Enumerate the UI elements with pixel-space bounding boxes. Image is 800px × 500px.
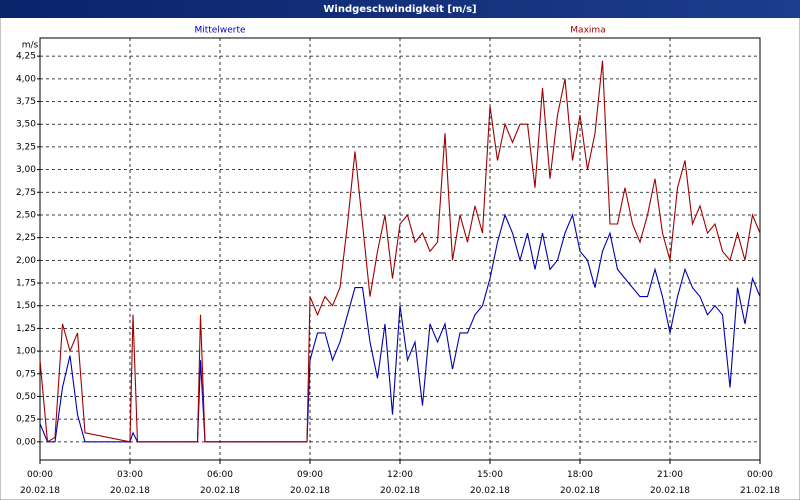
x-tick-label: 00:00 21.02.18	[740, 470, 780, 496]
y-tick-label: 2,25	[16, 233, 36, 243]
y-tick-label: 3,00	[16, 165, 36, 175]
y-axis-label: m/s	[22, 41, 39, 51]
y-tick-label: 4,00	[16, 74, 36, 84]
chart-title: Windgeschwindigkeit [m/s]	[323, 4, 476, 15]
series-line	[39, 60, 761, 443]
y-tick-label: 2,75	[16, 188, 36, 198]
y-tick-label: 2,00	[16, 256, 36, 266]
x-tick-label: 18:00 20.02.18	[560, 470, 600, 496]
y-tick-label: 0,75	[16, 369, 36, 379]
x-tick-label: 09:00 20.02.18	[290, 470, 330, 496]
y-tick-label: 0,00	[16, 437, 36, 447]
legend-entry: Mittelwerte	[194, 26, 245, 36]
y-tick-label: 0,50	[16, 392, 36, 402]
y-tick-label: 0,25	[16, 415, 36, 425]
y-tick-label: 1,50	[16, 301, 36, 311]
title-bar	[0, 0, 800, 18]
x-tick-label: 21:00 20.02.18	[650, 470, 690, 496]
y-tick-label: 3,25	[16, 142, 36, 152]
y-tick-label: 2,50	[16, 210, 36, 220]
y-tick-label: 4,25	[16, 52, 36, 62]
x-tick-label: 03:00 20.02.18	[110, 470, 150, 496]
y-tick-label: 1,00	[16, 347, 36, 357]
y-tick-label: 3,50	[16, 120, 36, 130]
y-tick-label: 3,75	[16, 97, 36, 107]
x-tick-label: 00:00 20.02.18	[20, 470, 60, 496]
x-tick-label: 15:00 20.02.18	[470, 470, 510, 496]
y-tick-label: 1,25	[16, 324, 36, 334]
x-tick-label: 06:00 20.02.18	[200, 470, 240, 496]
legend-entry: Maxima	[570, 26, 605, 36]
y-tick-label: 1,75	[16, 279, 36, 289]
x-tick-label: 12:00 20.02.18	[380, 470, 420, 496]
